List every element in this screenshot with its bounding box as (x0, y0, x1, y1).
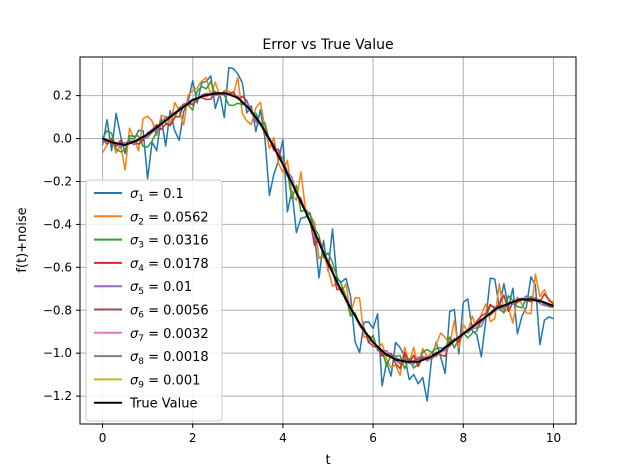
legend-label-sigma-7: σ7 = 0.0032 (130, 327, 209, 344)
x-tick-label: 0 (99, 431, 107, 445)
y-tick-label: −0.8 (43, 303, 72, 317)
legend-label-sigma-6: σ6 = 0.0056 (130, 304, 209, 321)
y-tick-label: −0.2 (43, 174, 72, 188)
y-tick-label: 0.0 (53, 132, 72, 146)
x-tick-label: 4 (279, 431, 287, 445)
x-tick-label: 2 (189, 431, 197, 445)
y-axis-ticks: 0.2 0.0 −0.2 −0.4 −0.6 −0.8 −1.0 −1.2 (43, 89, 80, 403)
chart-title: Error vs True Value (262, 37, 393, 53)
x-axis-ticks: 0 2 4 6 8 10 (99, 424, 561, 445)
legend-label-sigma-1: σ1 = 0.1 (130, 187, 184, 204)
legend-label-sigma-8: σ8 = 0.0018 (130, 350, 209, 367)
y-tick-label: −1.0 (43, 346, 72, 360)
legend-label-sigma-9: σ9 = 0.001 (130, 373, 200, 390)
legend-label-true-value: True Value (129, 397, 197, 412)
y-tick-label: 0.2 (53, 89, 72, 103)
legend-label-sigma-3: σ3 = 0.0316 (130, 234, 209, 251)
y-tick-label: −1.2 (43, 389, 72, 403)
x-tick-label: 6 (369, 431, 377, 445)
noisy-series-line-sigma-2 (101, 76, 554, 377)
plot-area-frame (79, 56, 577, 425)
legend-label-sigma-4: σ4 = 0.0178 (130, 257, 209, 274)
y-tick-label: −0.6 (43, 260, 72, 274)
true-value-line (102, 92, 554, 363)
x-tick-label: 8 (459, 431, 467, 445)
y-tick-label: −0.4 (43, 217, 72, 231)
true-value-series-group (102, 92, 554, 363)
x-axis-label: t (325, 453, 330, 468)
legend-label-sigma-5: σ5 = 0.01 (130, 280, 192, 297)
x-tick-label: 10 (546, 431, 561, 445)
legend: σ1 = 0.1 σ2 = 0.0562 σ3 = 0.0316 σ4 = 0.017… (85, 179, 223, 422)
legend-label-sigma-2: σ2 = 0.0562 (130, 210, 209, 227)
y-axis-label: f(t)+noise (15, 207, 30, 272)
